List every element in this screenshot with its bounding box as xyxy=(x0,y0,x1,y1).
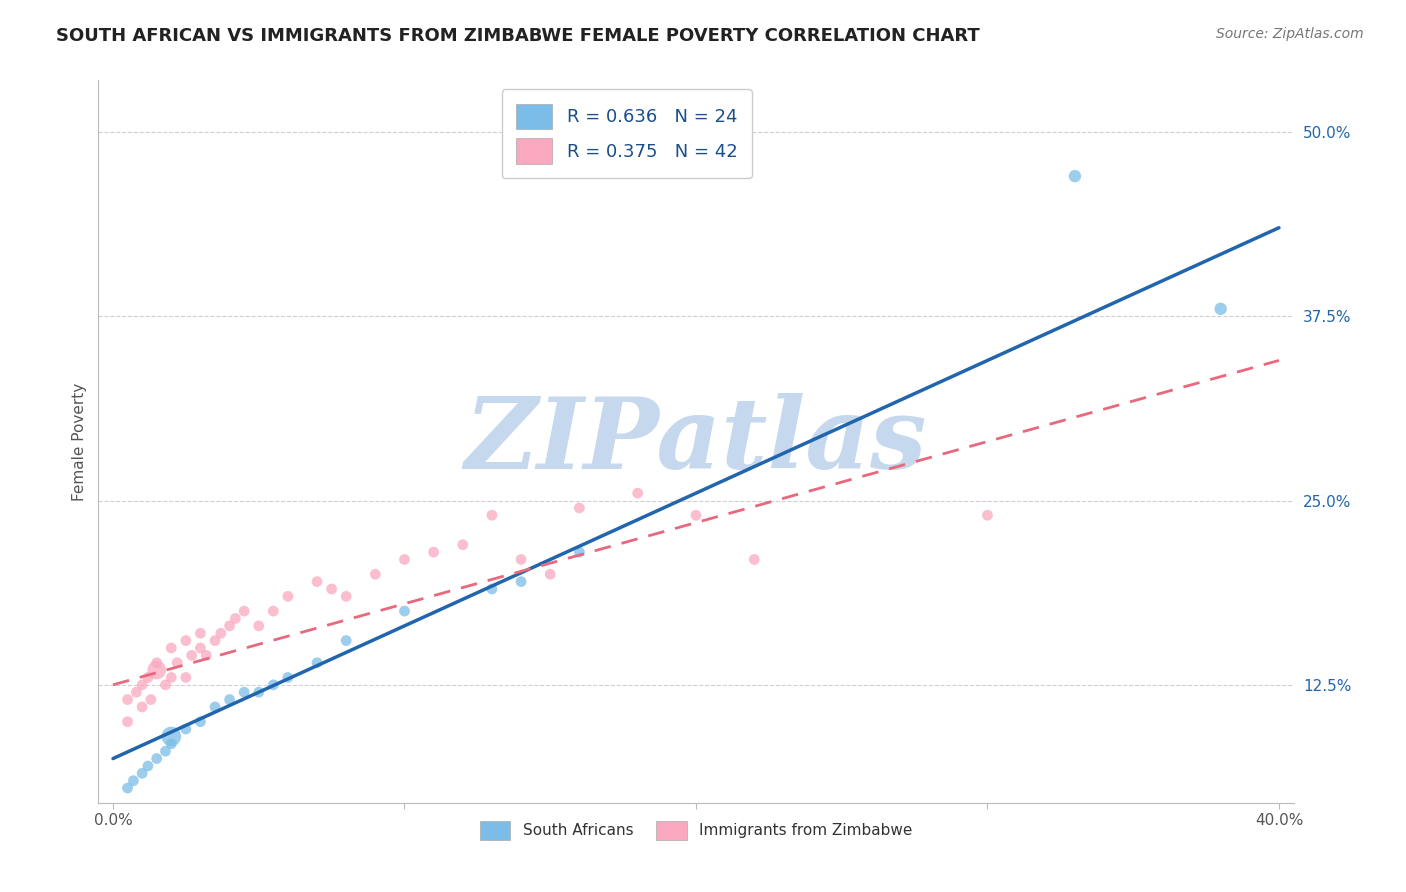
Point xyxy=(136,759,159,773)
Point xyxy=(131,678,153,692)
Point xyxy=(685,508,707,523)
Point xyxy=(117,780,139,795)
Point xyxy=(160,640,183,655)
Point xyxy=(174,670,197,684)
Point xyxy=(166,656,188,670)
Point xyxy=(174,633,197,648)
Point xyxy=(481,582,503,596)
Point xyxy=(117,692,139,706)
Point xyxy=(145,656,167,670)
Y-axis label: Female Poverty: Female Poverty xyxy=(72,383,87,500)
Point xyxy=(204,700,226,714)
Point xyxy=(190,640,212,655)
Text: Source: ZipAtlas.com: Source: ZipAtlas.com xyxy=(1216,27,1364,41)
Point xyxy=(277,670,299,684)
Point xyxy=(422,545,444,559)
Point xyxy=(1209,301,1232,316)
Point xyxy=(451,538,474,552)
Point xyxy=(394,604,416,618)
Point xyxy=(190,714,212,729)
Point xyxy=(117,714,139,729)
Point xyxy=(209,626,232,640)
Point xyxy=(160,737,183,751)
Point xyxy=(233,685,256,699)
Point xyxy=(218,619,240,633)
Point xyxy=(627,486,650,500)
Point xyxy=(321,582,343,596)
Point xyxy=(125,685,148,699)
Point xyxy=(174,722,197,736)
Point xyxy=(247,619,270,633)
Point xyxy=(233,604,256,618)
Point xyxy=(277,590,299,604)
Text: ZIPatlas: ZIPatlas xyxy=(465,393,927,490)
Point xyxy=(131,700,153,714)
Point xyxy=(510,552,533,566)
Legend: South Africans, Immigrants from Zimbabwe: South Africans, Immigrants from Zimbabwe xyxy=(474,815,918,846)
Text: SOUTH AFRICAN VS IMMIGRANTS FROM ZIMBABWE FEMALE POVERTY CORRELATION CHART: SOUTH AFRICAN VS IMMIGRANTS FROM ZIMBABW… xyxy=(56,27,980,45)
Point xyxy=(155,678,177,692)
Point xyxy=(190,626,212,640)
Point xyxy=(481,508,503,523)
Point xyxy=(136,670,159,684)
Point xyxy=(180,648,202,663)
Point xyxy=(224,611,246,625)
Point xyxy=(305,574,328,589)
Point xyxy=(568,545,591,559)
Point xyxy=(262,678,284,692)
Point xyxy=(1064,169,1087,183)
Point xyxy=(568,500,591,515)
Point xyxy=(145,663,167,677)
Point xyxy=(204,633,226,648)
Point xyxy=(742,552,765,566)
Point xyxy=(247,685,270,699)
Point xyxy=(262,604,284,618)
Point xyxy=(364,567,387,582)
Point xyxy=(538,567,561,582)
Point xyxy=(195,648,218,663)
Point xyxy=(394,552,416,566)
Point xyxy=(145,751,167,765)
Point xyxy=(155,744,177,758)
Point xyxy=(335,590,357,604)
Point xyxy=(160,730,183,744)
Point xyxy=(305,656,328,670)
Point xyxy=(131,766,153,780)
Point xyxy=(976,508,998,523)
Point xyxy=(160,670,183,684)
Point xyxy=(218,692,240,706)
Point xyxy=(122,773,145,788)
Point xyxy=(139,692,162,706)
Point xyxy=(510,574,533,589)
Point xyxy=(335,633,357,648)
